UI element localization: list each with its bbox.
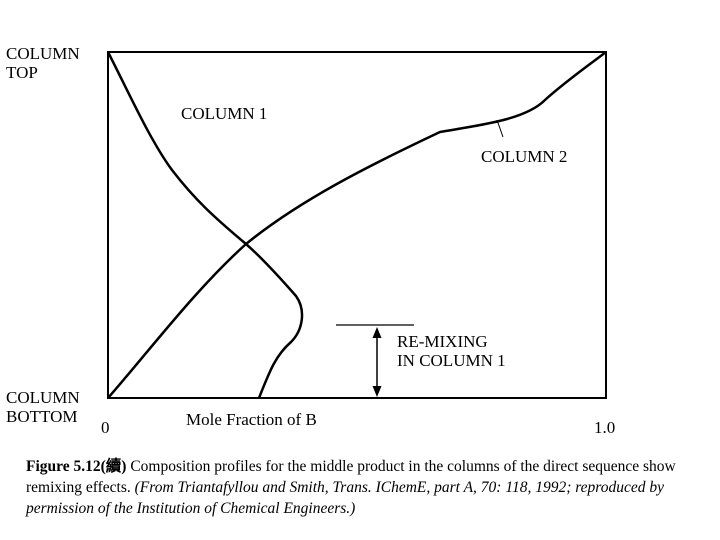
remixing-arrow-head-up [372, 327, 382, 338]
remixing-arrow-head-down [372, 386, 382, 397]
plot-frame [107, 51, 607, 399]
caption-text: Composition profiles for the middle prod… [26, 458, 676, 496]
column-bottom-label: COLUMN BOTTOM [6, 388, 80, 426]
figure-number: Figure 5.12(續) [26, 458, 127, 475]
column-2-leader-line [496, 119, 504, 138]
column-1-label: COLUMN 1 [181, 104, 268, 123]
x-axis-min-label: 0 [101, 418, 110, 437]
column-2-profile [107, 51, 607, 399]
x-axis-title: Mole Fraction of B [186, 410, 317, 429]
x-axis-max-label: 1.0 [594, 418, 616, 437]
column-top-label: COLUMN TOP [6, 44, 80, 82]
remixing-label: RE-MIXING IN COLUMN 1 [397, 332, 506, 370]
figure-caption: Figure 5.12(續) Composition profiles for … [26, 456, 706, 519]
column-2-label: COLUMN 2 [481, 147, 568, 166]
column-1-profile [106, 51, 304, 399]
caption-source: (From Triantafyllou and Smith, Trans. IC… [26, 479, 665, 517]
